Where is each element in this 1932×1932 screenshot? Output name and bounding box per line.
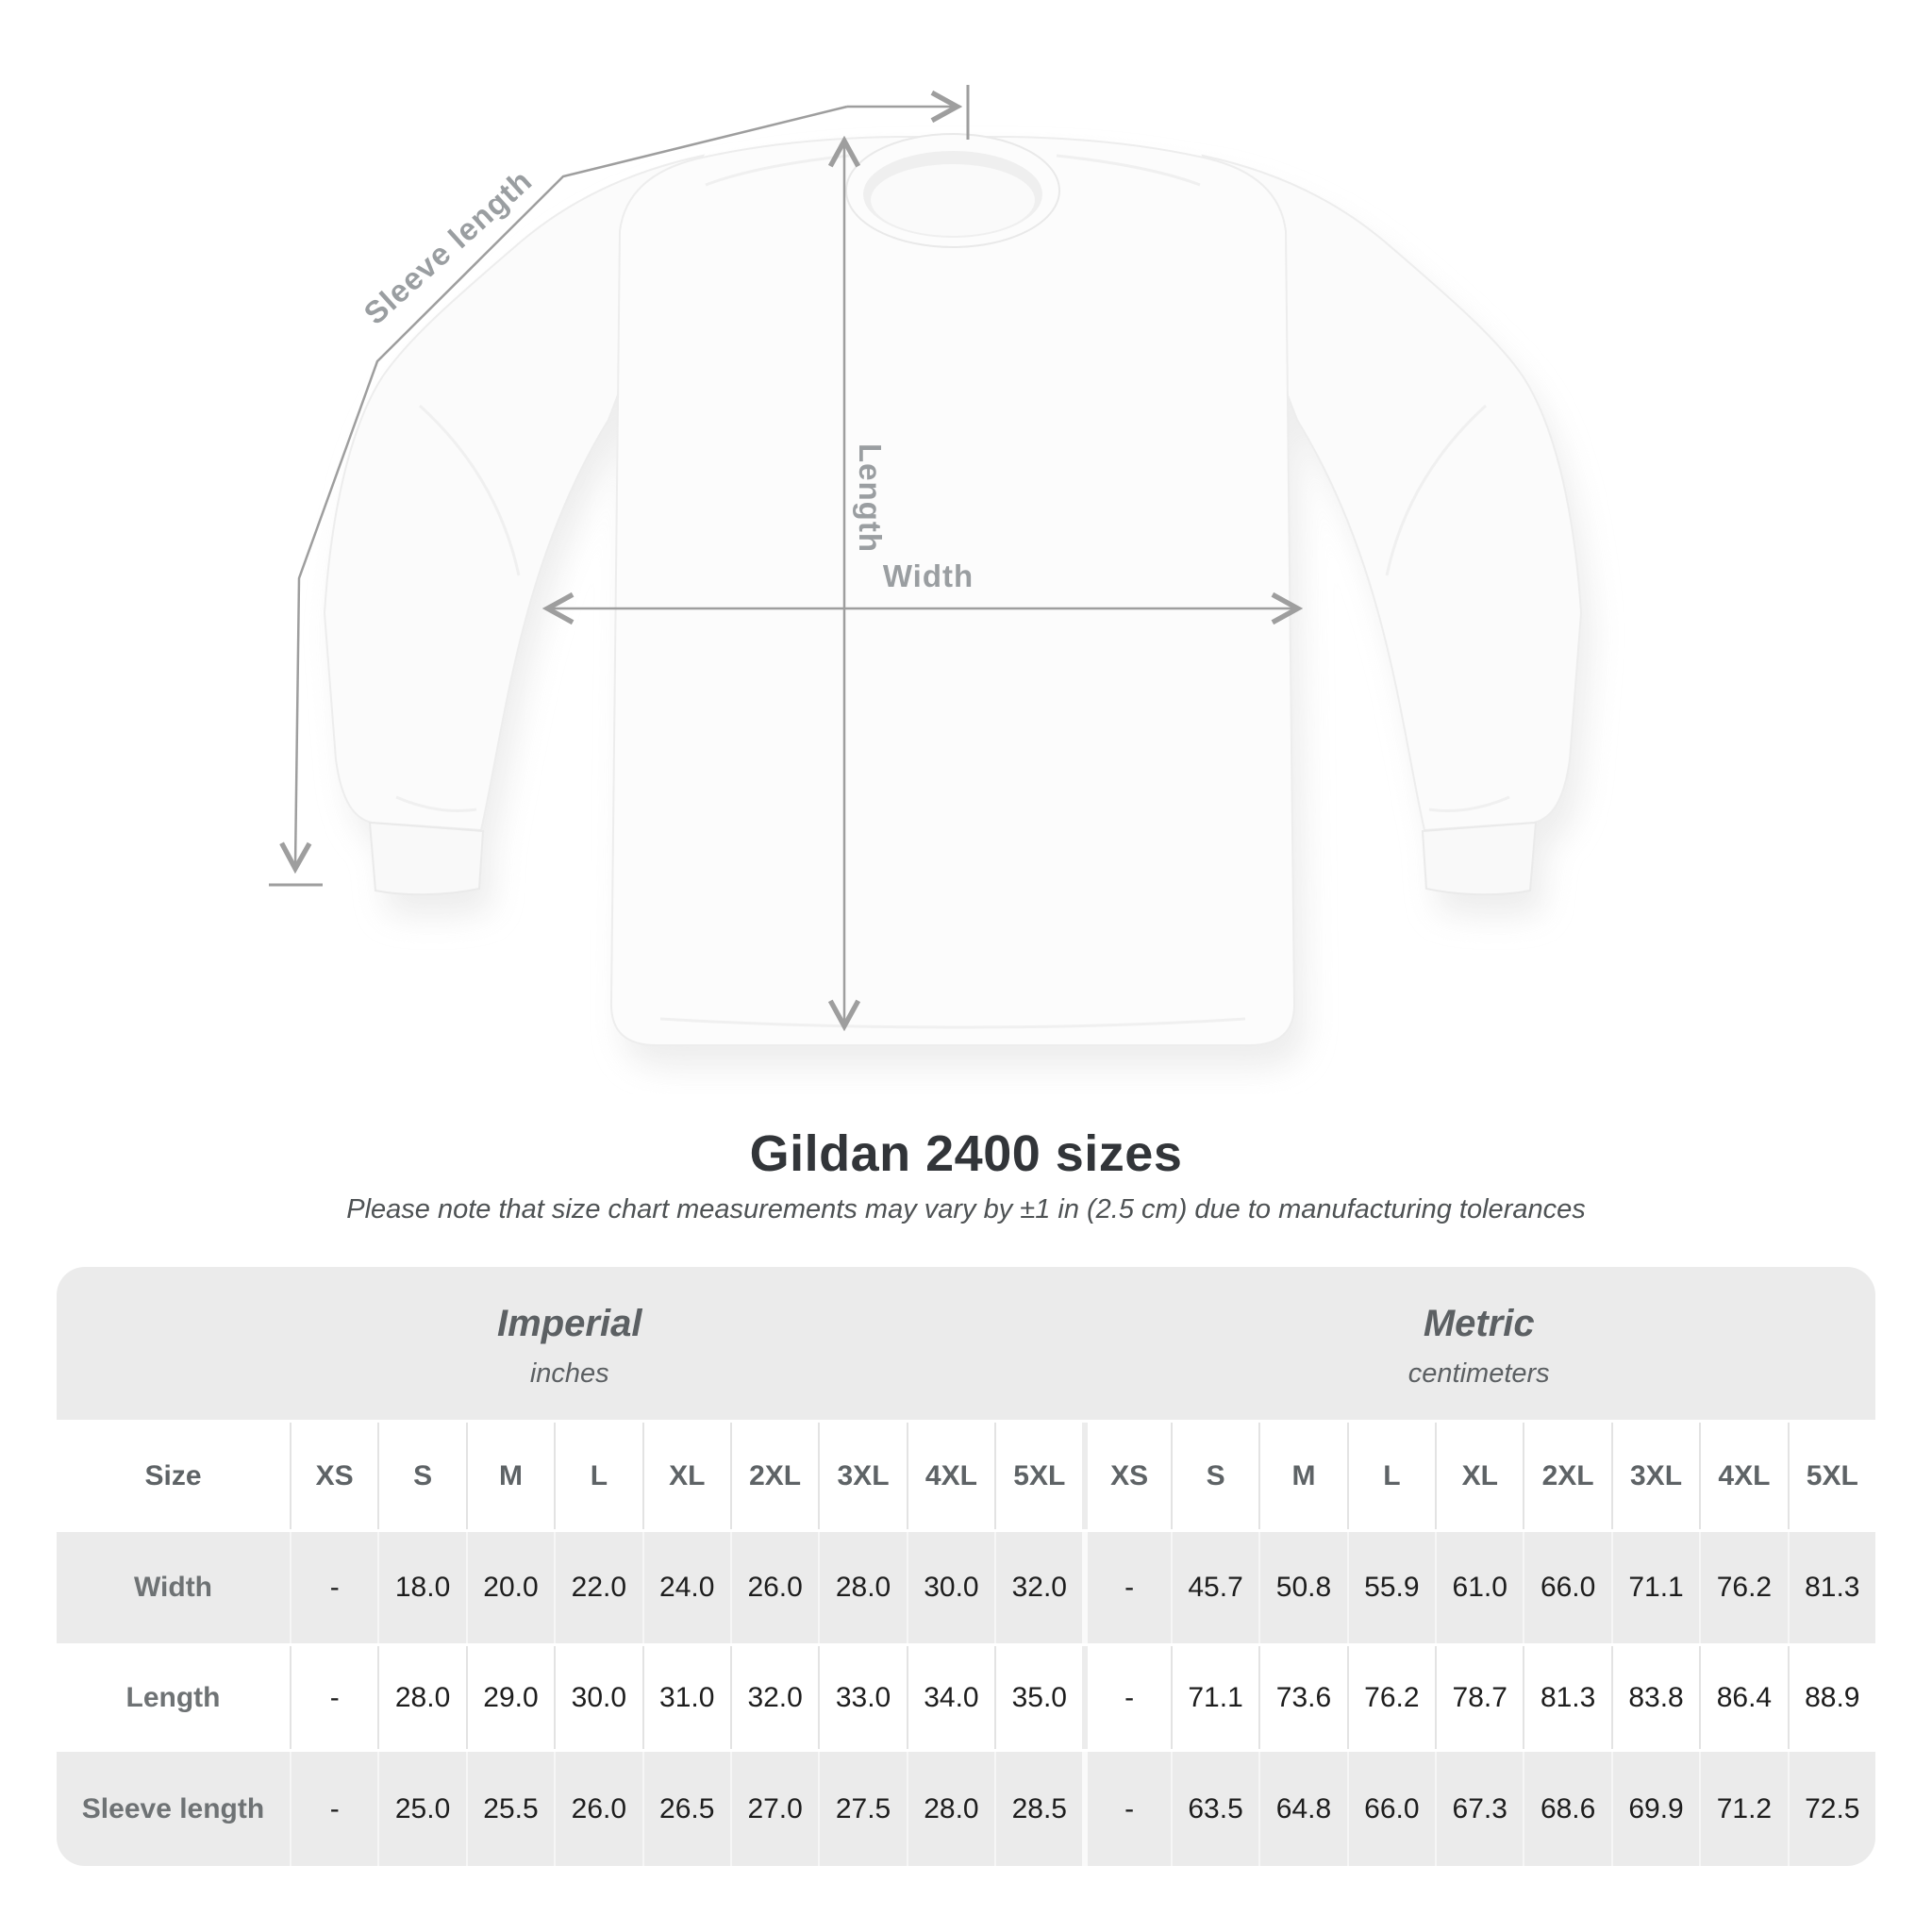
cell: 20.0 (465, 1532, 554, 1643)
cell: 64.8 (1258, 1752, 1346, 1866)
cell: 28.0 (818, 1532, 906, 1643)
cell: 26.0 (729, 1532, 818, 1643)
column-header: 4XL (1699, 1423, 1787, 1529)
cell: 83.8 (1610, 1646, 1699, 1749)
cell: - (1082, 1532, 1170, 1643)
column-header: M (465, 1423, 554, 1529)
column-header: 5XL (1787, 1423, 1875, 1529)
metric-unit: centimeters (1407, 1358, 1550, 1389)
cell: 32.0 (729, 1646, 818, 1749)
row-label: Width (133, 1572, 213, 1603)
cell: - (290, 1646, 377, 1749)
cell: 31.0 (641, 1646, 730, 1749)
cell: 18.0 (377, 1532, 465, 1643)
cell: 71.2 (1699, 1752, 1787, 1866)
column-header: 4XL (906, 1423, 994, 1529)
cell: 28.0 (906, 1752, 994, 1866)
imperial-unit: inches (529, 1358, 609, 1389)
shirt-collar (845, 133, 1060, 248)
cell: 61.0 (1435, 1532, 1523, 1643)
cell: 72.5 (1787, 1752, 1875, 1866)
cell: 26.0 (554, 1752, 641, 1866)
column-header: S (1170, 1423, 1258, 1529)
imperial-group-header: Imperial inches (57, 1267, 1083, 1420)
cell: 25.5 (465, 1752, 554, 1866)
cell: 55.9 (1346, 1532, 1435, 1643)
row-label: Length (125, 1681, 221, 1713)
cell: 81.3 (1523, 1646, 1610, 1749)
cell: 29.0 (465, 1646, 554, 1749)
sleeve-length-arrow (269, 85, 970, 887)
cell: 66.0 (1523, 1532, 1610, 1643)
shirt-illustration (269, 85, 1592, 1068)
column-header: XS (290, 1423, 377, 1529)
cell: 78.7 (1435, 1646, 1523, 1749)
cell: 73.6 (1258, 1646, 1346, 1749)
cell: 45.7 (1170, 1532, 1258, 1643)
cell: 28.5 (994, 1752, 1082, 1866)
cell: 68.6 (1523, 1752, 1610, 1866)
cell: 25.0 (377, 1752, 465, 1866)
column-header: 2XL (1523, 1423, 1610, 1529)
cell: 76.2 (1699, 1532, 1787, 1643)
column-header: L (554, 1423, 641, 1529)
cell: 30.0 (906, 1532, 994, 1643)
column-header: XL (641, 1423, 730, 1529)
size-column-header: Size (144, 1459, 202, 1491)
shirt-measurement-diagram: Sleeve length Length Width (269, 85, 1592, 1068)
cell: 88.9 (1787, 1646, 1875, 1749)
cell: 66.0 (1346, 1752, 1435, 1866)
metric-label: Metric (1423, 1303, 1535, 1344)
cell: 33.0 (818, 1646, 906, 1749)
cell: 27.0 (729, 1752, 818, 1866)
cell: 71.1 (1170, 1646, 1258, 1749)
cell: 63.5 (1170, 1752, 1258, 1866)
column-header: M (1258, 1423, 1346, 1529)
row-label: Sleeve length (81, 1792, 265, 1824)
table-row-length: Length - 28.0 29.0 30.0 31.0 32.0 33.0 3… (57, 1643, 1875, 1749)
cell: 76.2 (1346, 1646, 1435, 1749)
size-header-row: Size XS S M L XL 2XL 3XL 4XL 5XL XS S M … (57, 1420, 1875, 1529)
cell: 28.0 (377, 1646, 465, 1749)
cell: 26.5 (641, 1752, 730, 1866)
table-row-sleeve-length: Sleeve length - 25.0 25.5 26.0 26.5 27.0… (57, 1749, 1875, 1866)
cell: 81.3 (1787, 1532, 1875, 1643)
cell: 30.0 (554, 1646, 641, 1749)
column-header: 3XL (1610, 1423, 1699, 1529)
cell: - (1082, 1646, 1170, 1749)
table-row-width: Width - 18.0 20.0 22.0 24.0 26.0 28.0 30… (57, 1529, 1875, 1643)
column-header: XS (1082, 1423, 1170, 1529)
size-table: Imperial inches Metric centimeters Size … (57, 1267, 1875, 1866)
column-header: 2XL (729, 1423, 818, 1529)
cell: 50.8 (1258, 1532, 1346, 1643)
column-header: L (1346, 1423, 1435, 1529)
cell: 71.1 (1610, 1532, 1699, 1643)
cell: 34.0 (906, 1646, 994, 1749)
cell: 32.0 (994, 1532, 1082, 1643)
cell: 24.0 (641, 1532, 730, 1643)
cell: 69.9 (1610, 1752, 1699, 1866)
width-label: Width (882, 558, 974, 593)
cell: 35.0 (994, 1646, 1082, 1749)
cell: - (290, 1532, 377, 1643)
cell: 67.3 (1435, 1752, 1523, 1866)
tolerance-note: Please note that size chart measurements… (346, 1194, 1586, 1224)
column-header: 3XL (818, 1423, 906, 1529)
column-header: 5XL (994, 1423, 1082, 1529)
cell: 86.4 (1699, 1646, 1787, 1749)
cell: - (1082, 1752, 1170, 1866)
length-label: Length (853, 443, 888, 553)
unit-group-row: Imperial inches Metric centimeters (57, 1267, 1875, 1420)
imperial-label: Imperial (497, 1303, 642, 1344)
metric-group-header: Metric centimeters (1083, 1267, 1876, 1420)
page-title: Gildan 2400 sizes (749, 1125, 1183, 1182)
cell: 22.0 (554, 1532, 641, 1643)
column-header: S (377, 1423, 465, 1529)
cell: - (290, 1752, 377, 1866)
cell: 27.5 (818, 1752, 906, 1866)
column-header: XL (1435, 1423, 1523, 1529)
